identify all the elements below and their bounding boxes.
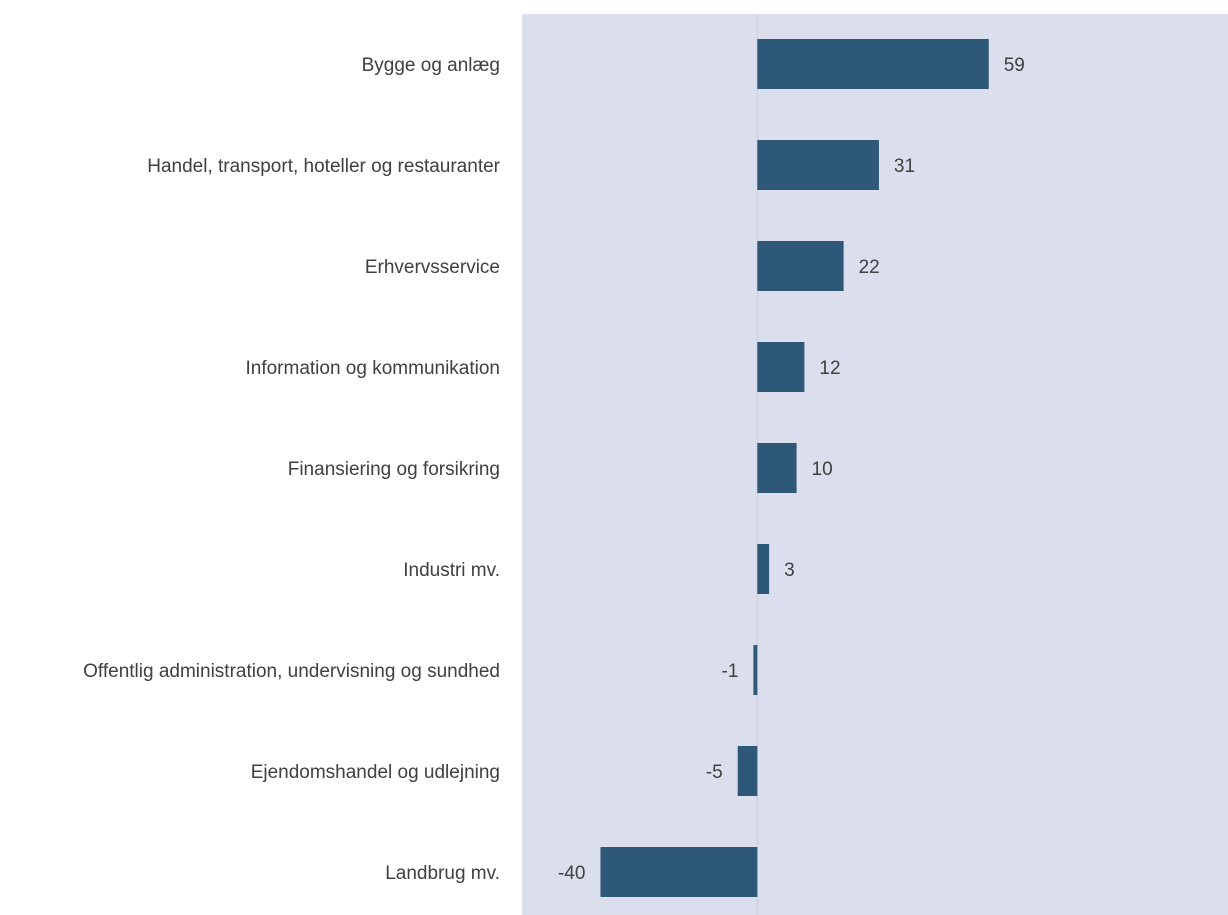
bar bbox=[757, 241, 844, 291]
bar bbox=[757, 544, 770, 594]
category-label: Industri mv. bbox=[403, 560, 500, 581]
data-label: -1 bbox=[722, 661, 739, 682]
data-label: -5 bbox=[706, 762, 723, 783]
data-label: -40 bbox=[558, 863, 585, 884]
data-labels: 59 31 22 12 10 3 -1 -5 -40 bbox=[558, 55, 1025, 884]
data-label: 22 bbox=[859, 257, 880, 278]
bar bbox=[737, 746, 758, 796]
category-label: Offentlig administration, undervisning o… bbox=[83, 661, 500, 682]
data-label: 3 bbox=[784, 560, 795, 581]
bar bbox=[757, 39, 989, 89]
bar bbox=[600, 847, 758, 897]
data-label: 59 bbox=[1004, 55, 1025, 76]
category-label: Finansiering og forsikring bbox=[288, 459, 500, 480]
category-label: Erhvervsservice bbox=[365, 257, 500, 278]
data-label: 12 bbox=[819, 358, 840, 379]
category-label: Ejendomshandel og udlejning bbox=[251, 762, 500, 783]
bar bbox=[757, 342, 805, 392]
category-label: Bygge og anlæg bbox=[362, 55, 500, 76]
bar bbox=[753, 645, 758, 695]
data-label: 10 bbox=[812, 459, 833, 480]
bar bbox=[757, 140, 879, 190]
data-label: 31 bbox=[894, 156, 915, 177]
category-labels: Bygge og anlæg Handel, transport, hotelle… bbox=[83, 55, 501, 884]
category-label: Information og kommunikation bbox=[245, 358, 500, 379]
bar-series bbox=[600, 39, 989, 897]
category-label: Handel, transport, hoteller og restauran… bbox=[147, 156, 500, 177]
category-label: Landbrug mv. bbox=[385, 863, 500, 884]
bar bbox=[757, 443, 797, 493]
